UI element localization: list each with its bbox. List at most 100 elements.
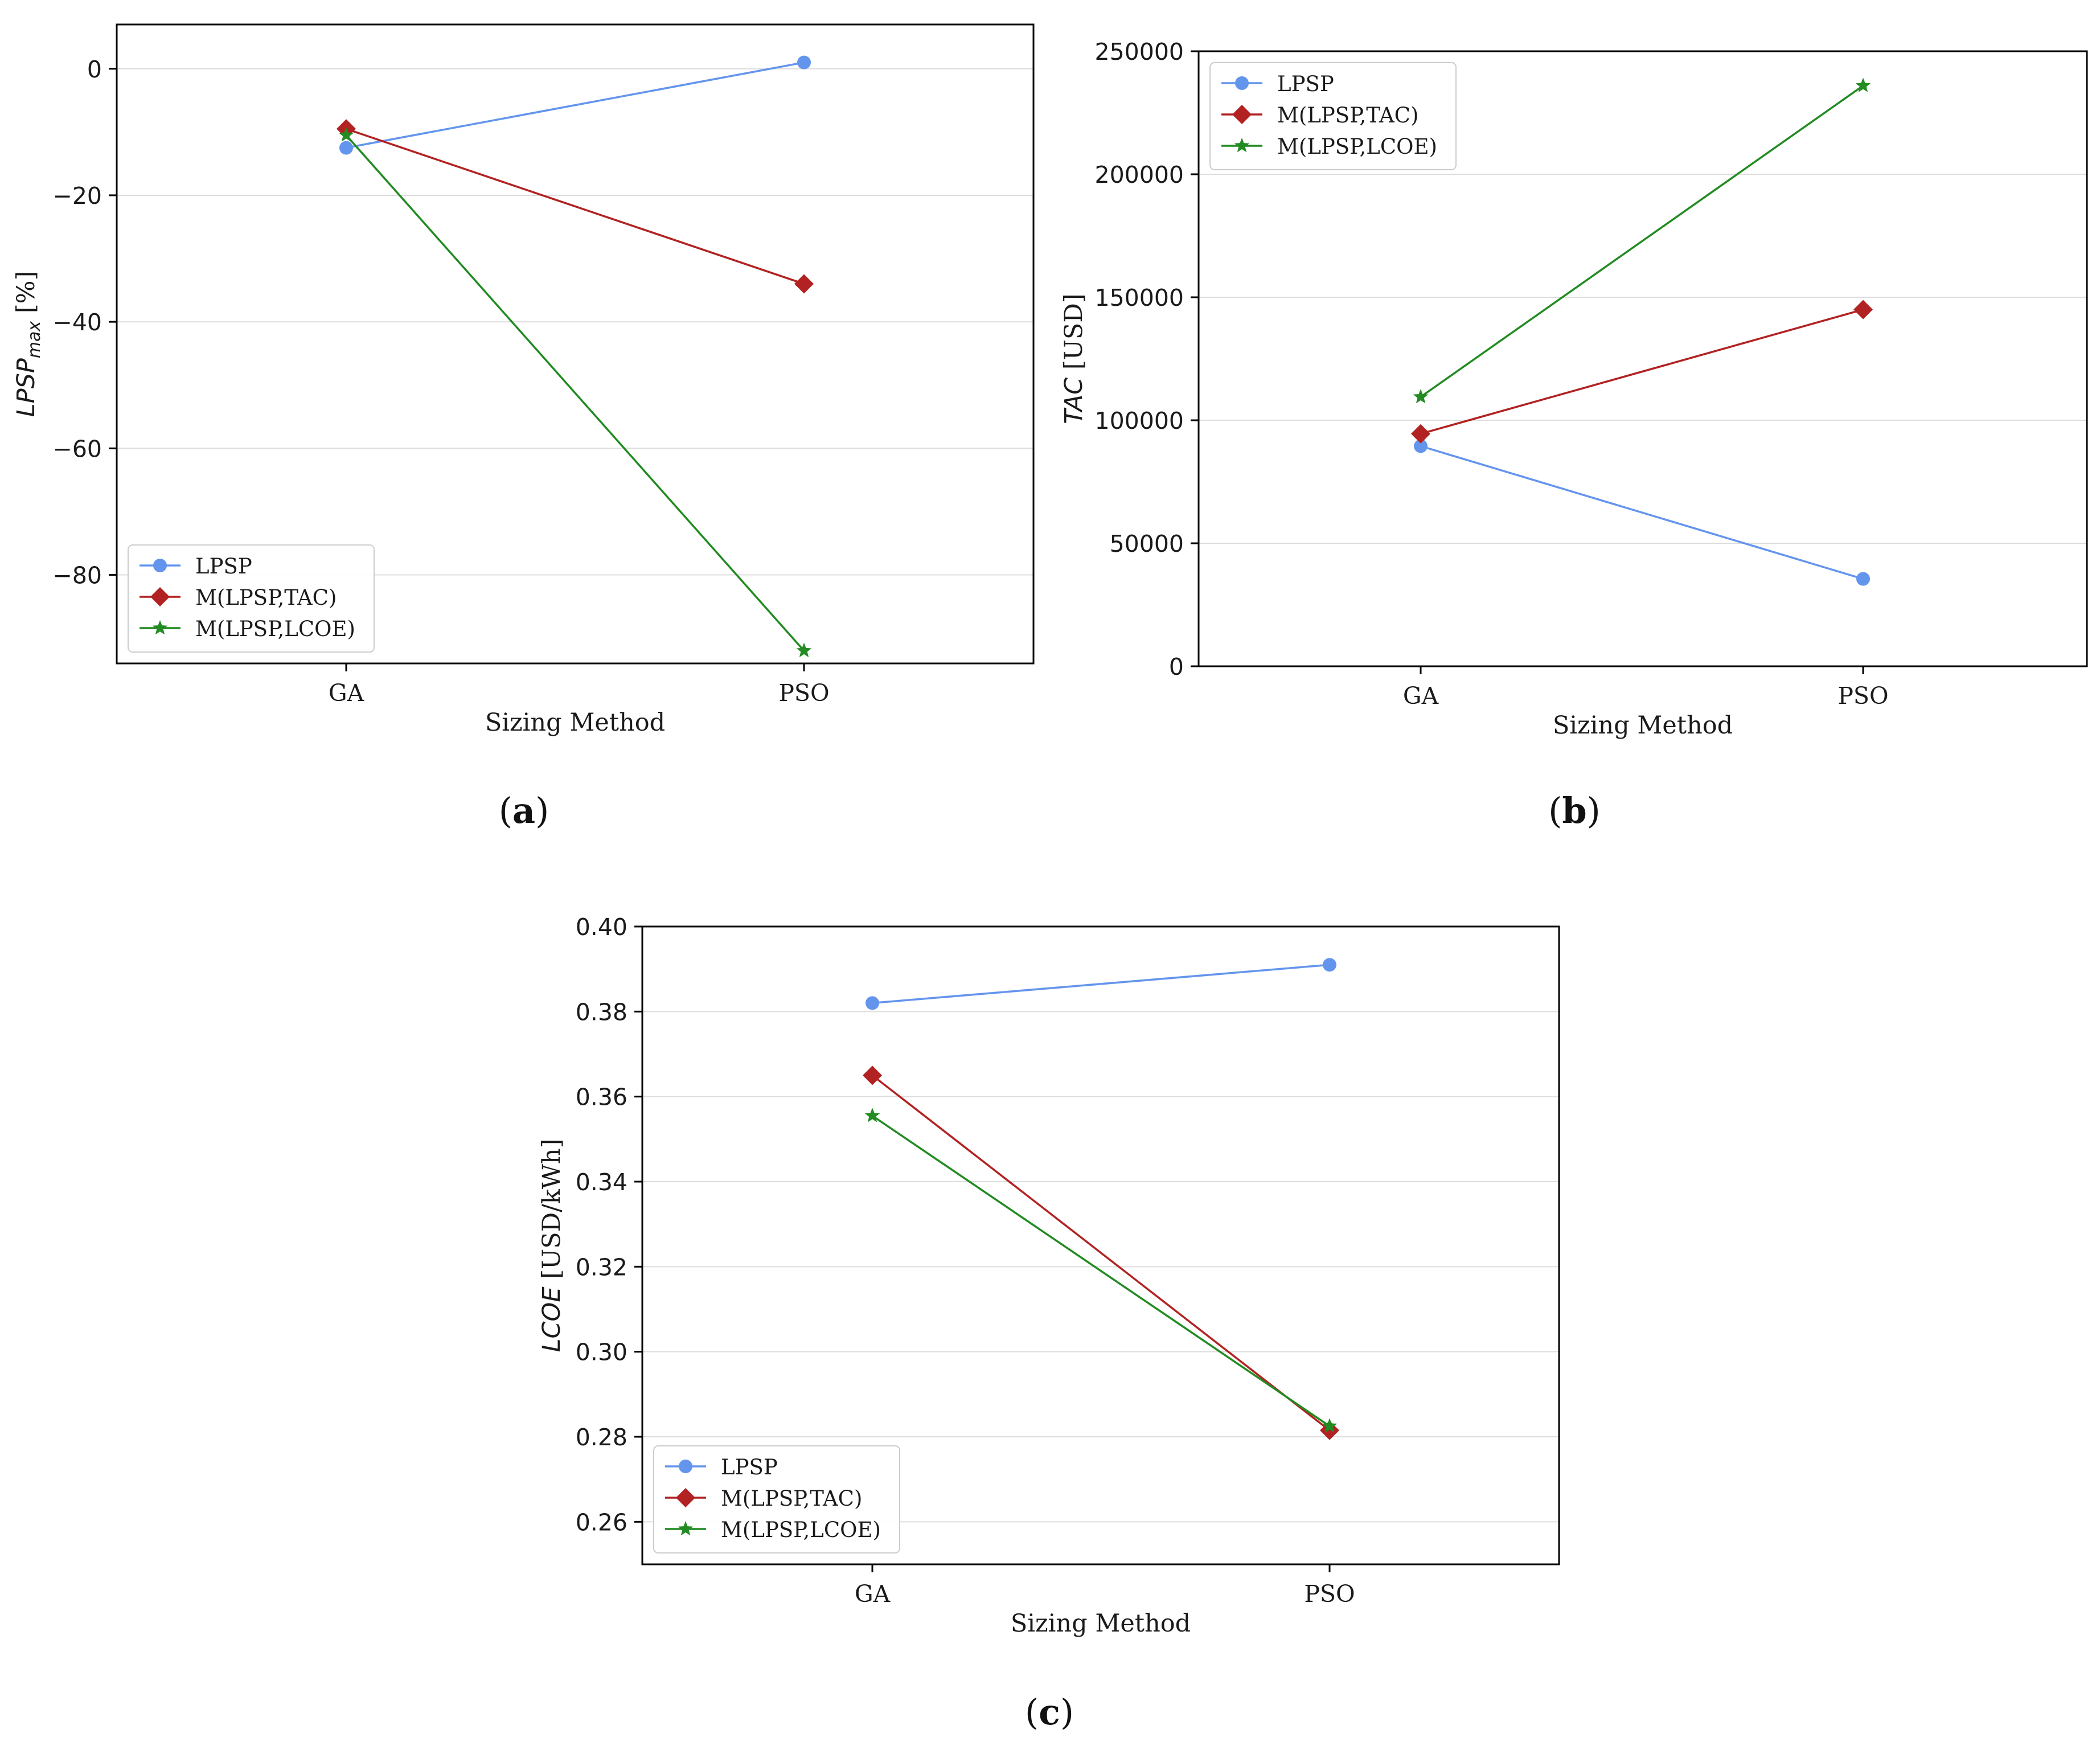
x-tick-label: GA <box>855 1580 891 1608</box>
series-line <box>346 128 805 285</box>
legend-label: LPSP <box>1277 72 1334 96</box>
y-axis-label-main: TAC <box>1060 378 1088 424</box>
series-line <box>872 964 1330 1005</box>
y-tick-label: 200000 <box>1094 161 1184 188</box>
x-tick-label: PSO <box>778 679 829 707</box>
legend-marker <box>678 1521 694 1536</box>
series-m-lpsp-lcoe <box>1413 77 1871 404</box>
data-point-lpsp-ga <box>866 996 879 1010</box>
legend: LPSP M(LPSP,TAC) M(LPSP,LCOE) <box>1209 62 1457 170</box>
panel-label-open: ( <box>1025 1691 1039 1733</box>
legend-label: LPSP <box>721 1455 778 1479</box>
legend-entry-lpsp: LPSP <box>1221 72 1334 96</box>
y-tick-label: 50000 <box>1110 530 1184 558</box>
y-tick-label: −40 <box>52 309 102 336</box>
data-point-m-lpsp-lcoe-pso <box>1322 1418 1338 1433</box>
y-axis-label: LCOE [USD/kWh] <box>538 1139 566 1352</box>
legend-entry-m-lpsp-tac: M(LPSP,TAC) <box>665 1486 862 1511</box>
y-axis-label-unit: [USD] <box>1060 293 1088 377</box>
series-lpsp <box>1414 439 1870 586</box>
legend-entry-m-lpsp-lcoe: M(LPSP,LCOE) <box>140 617 355 641</box>
legend-entry-lpsp: LPSP <box>140 554 252 579</box>
x-axis-label: Sizing Method <box>1553 711 1733 740</box>
data-point-m-lpsp-tac-ga <box>1411 424 1430 444</box>
y-tick-label: 0.28 <box>576 1424 627 1451</box>
data-point-m-lpsp-lcoe-ga <box>338 127 354 142</box>
y-axis-label: LPSPmax [%] <box>12 271 44 417</box>
series-line <box>1420 445 1864 580</box>
data-point-m-lpsp-tac-pso <box>1853 300 1873 319</box>
plot-frame <box>1197 50 2088 667</box>
legend-entry-m-lpsp-tac: M(LPSP,TAC) <box>140 585 337 610</box>
legend-marker <box>1235 76 1249 90</box>
series-line <box>1420 308 1864 435</box>
series-m-lpsp-lcoe <box>338 127 812 658</box>
data-point-lpsp-ga <box>1414 439 1428 453</box>
chart-panel-c: 0.26 0.28 0.30 0.32 0.34 0.36 0.38 0.40 GA PSO Siz… <box>538 913 1560 1638</box>
legend-box <box>1209 62 1457 170</box>
legend-box <box>653 1445 900 1554</box>
legend-entry-m-lpsp-lcoe: M(LPSP,LCOE) <box>665 1518 881 1542</box>
x-tick-label: GA <box>329 679 365 707</box>
panel-label-close: ) <box>535 790 549 831</box>
panel-label-letter: b <box>1562 790 1586 831</box>
series-line <box>872 1114 1330 1427</box>
legend-box <box>128 544 375 653</box>
y-tick-label: 0.26 <box>576 1509 627 1536</box>
series-m-lpsp-tac <box>1411 300 1873 444</box>
y-tick-label: 0 <box>87 56 102 83</box>
y-tick-label: 150000 <box>1094 284 1184 311</box>
y-tick-label: 0.38 <box>576 998 627 1026</box>
legend-entry-m-lpsp-lcoe: M(LPSP,LCOE) <box>1221 134 1437 159</box>
data-point-lpsp-pso <box>1323 958 1336 972</box>
y-tick-label: 0.32 <box>576 1253 627 1281</box>
y-axis-label-sub: max <box>24 321 44 359</box>
legend-marker <box>152 620 168 635</box>
series-lpsp <box>866 958 1336 1010</box>
x-tick-label: GA <box>1403 682 1439 710</box>
panel-label-c: (c) <box>1025 1691 1074 1733</box>
y-axis-label-unit: [USD/kWh] <box>538 1139 566 1287</box>
legend-marker <box>676 1488 695 1507</box>
legend: LPSP M(LPSP,TAC) M(LPSP,LCOE) <box>653 1445 900 1554</box>
y-axis-label: TAC [USD] <box>1060 293 1088 424</box>
panel-label-close: ) <box>1587 790 1601 831</box>
legend-entry-m-lpsp-tac: M(LPSP,TAC) <box>1221 103 1418 128</box>
legend-label: M(LPSP,LCOE) <box>721 1518 881 1542</box>
y-tick-label: 100000 <box>1094 407 1184 435</box>
y-tick-label: −80 <box>52 561 102 589</box>
data-point-m-lpsp-lcoe-ga <box>864 1108 880 1122</box>
panel-label-open: ( <box>1548 790 1562 831</box>
data-point-m-lpsp-tac-pso <box>794 274 814 294</box>
y-tick-label: −20 <box>52 182 102 210</box>
chart-panel-b: 0 50000 100000 150000 200000 250000 GA PSO Sizin… <box>1060 38 2088 740</box>
panel-label-a: (a) <box>499 790 549 831</box>
y-axis-label-main: LCOE <box>538 1286 566 1352</box>
legend-marker <box>153 559 167 572</box>
y-tick-label: 250000 <box>1094 38 1184 65</box>
y-tick-label: 0.34 <box>576 1169 627 1196</box>
series-lpsp <box>339 55 811 155</box>
series-line <box>1420 85 1864 398</box>
panel-label-b: (b) <box>1548 790 1601 831</box>
series-line <box>346 61 805 149</box>
y-axis-label-unit: [%] <box>12 271 40 321</box>
legend-label: M(LPSP,TAC) <box>195 585 337 610</box>
data-point-lpsp-ga <box>339 141 353 155</box>
plot-frame <box>116 23 1035 665</box>
legend-label: M(LPSP,LCOE) <box>195 617 355 641</box>
y-tick-label: 0.40 <box>576 913 627 941</box>
series-m-lpsp-lcoe <box>864 1108 1338 1433</box>
legend-marker <box>679 1460 692 1473</box>
data-point-m-lpsp-lcoe-pso <box>796 642 812 658</box>
legend-label: LPSP <box>195 554 252 579</box>
legend-label: M(LPSP,TAC) <box>1277 103 1418 128</box>
data-point-m-lpsp-lcoe-ga <box>1413 389 1429 404</box>
legend: LPSP M(LPSP,TAC) M(LPSP,LCOE) <box>128 544 375 653</box>
y-tick-label: 0.36 <box>576 1084 627 1111</box>
series-line <box>871 1074 1331 1432</box>
y-axis-label-main: LPSP <box>12 358 40 417</box>
x-tick-label: PSO <box>1304 1580 1355 1608</box>
